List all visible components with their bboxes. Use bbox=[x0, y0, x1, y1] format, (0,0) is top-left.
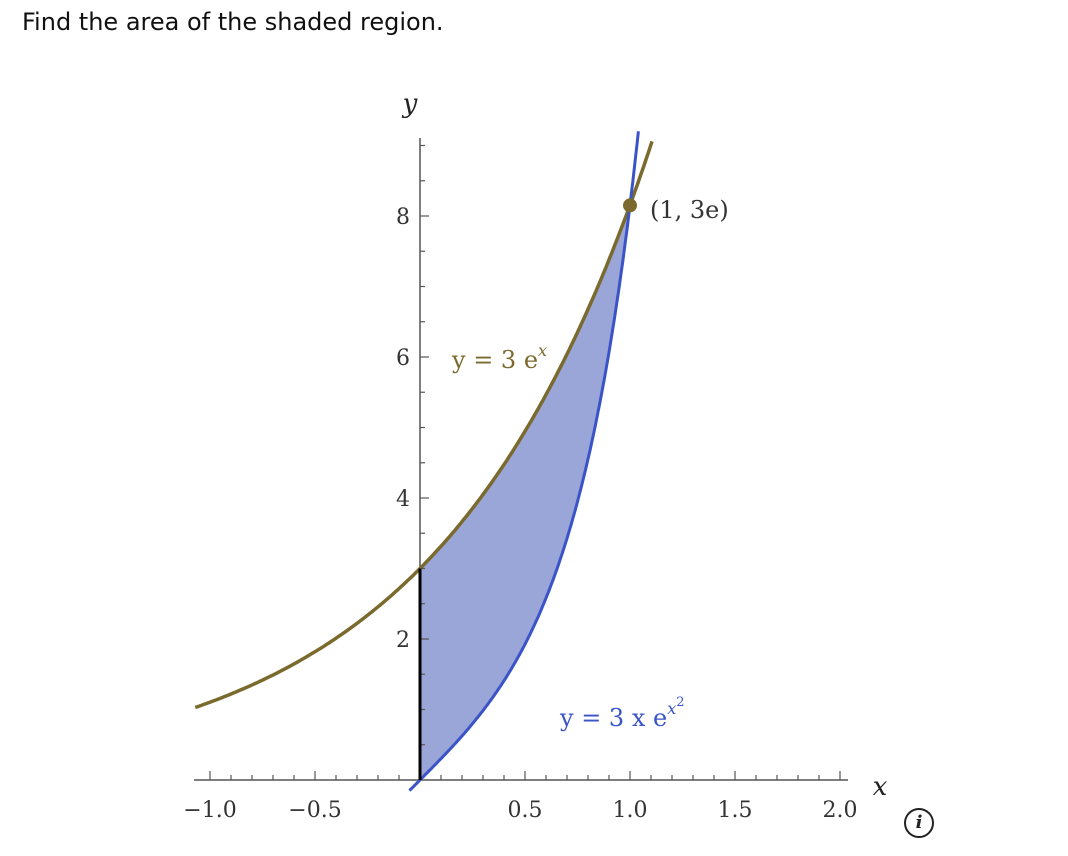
x-tick-label: 2.0 bbox=[823, 798, 858, 823]
x-axis-title: x bbox=[873, 772, 888, 802]
y-tick-label: 4 bbox=[396, 487, 410, 512]
x-tick-label: 1.0 bbox=[613, 798, 648, 823]
curve-3e-x bbox=[194, 140, 654, 710]
x-tick-label: 0.5 bbox=[508, 798, 543, 823]
series-label-xexp: y = 3 x ex2 bbox=[559, 695, 685, 732]
x-tick-label: −0.5 bbox=[288, 798, 341, 823]
y-axis-title: y bbox=[402, 89, 418, 119]
question-text: Find the area of the shaded region. bbox=[22, 8, 444, 36]
y-tick-label: 8 bbox=[396, 205, 410, 230]
x-tick-label: −1.0 bbox=[183, 798, 236, 823]
point-annotation: (1, 3e) bbox=[650, 196, 729, 224]
x-tick-label: 1.5 bbox=[718, 798, 753, 823]
y-tick-label: 2 bbox=[396, 628, 410, 653]
series-label-exp: y = 3 ex bbox=[451, 341, 547, 374]
shaded-region bbox=[420, 205, 630, 781]
intersection-point bbox=[623, 198, 637, 213]
y-tick-label: 6 bbox=[396, 346, 410, 371]
info-icon[interactable]: i bbox=[904, 808, 934, 838]
labels: −1.0 −0.5 0.5 1.0 1.5 2.0 2 4 6 8 y x (1, 3e) y = 3 e… bbox=[183, 89, 887, 823]
curve-3x-e-x2 bbox=[408, 131, 640, 792]
